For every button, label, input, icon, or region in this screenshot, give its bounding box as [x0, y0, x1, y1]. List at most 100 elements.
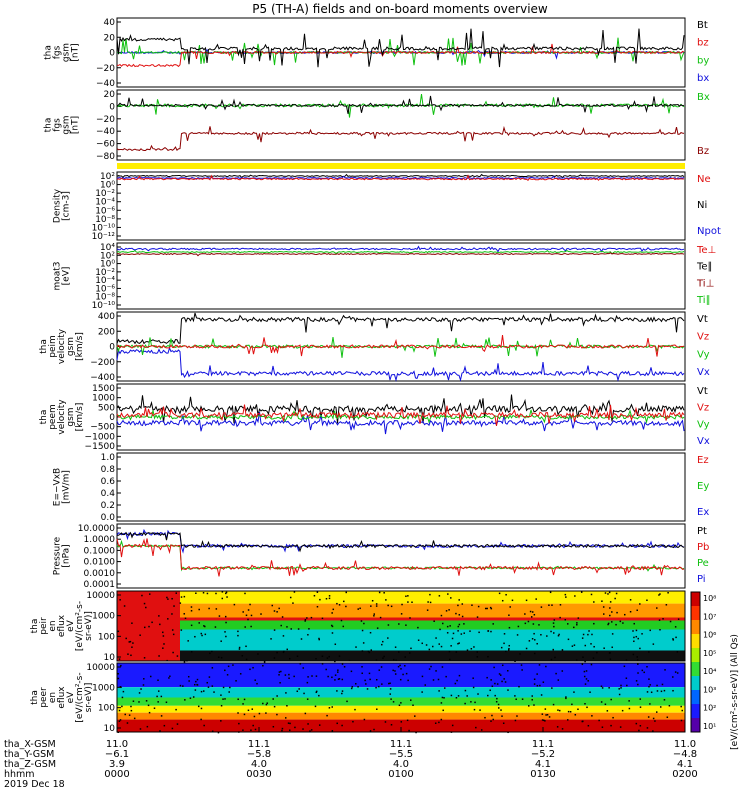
spectrogram-speckle — [643, 671, 645, 674]
spectrogram-speckle — [622, 622, 624, 624]
spectrogram-speckle — [515, 698, 517, 701]
spectrogram-speckle — [383, 655, 385, 658]
spectrogram-speckle — [237, 698, 239, 701]
spectrogram-speckle — [533, 613, 536, 616]
spectrogram-speckle — [566, 623, 569, 625]
spectrogram-speckle — [278, 671, 281, 673]
spectrogram-speckle — [238, 722, 240, 725]
spectrogram-speckle — [458, 623, 461, 626]
y-axis-label: [km/s] — [75, 403, 85, 432]
spectrogram-speckle — [663, 689, 666, 692]
spectrogram-speckle — [573, 691, 575, 693]
spectrogram-speckle — [250, 625, 252, 628]
spectrogram-speckle — [252, 666, 254, 669]
spectrogram-speckle — [616, 611, 618, 614]
spectrogram-speckle — [559, 604, 562, 606]
spectrogram-speckle — [533, 678, 536, 681]
spectrogram-speckle — [659, 593, 661, 595]
y-tick-label: −200 — [90, 358, 115, 368]
spectrogram-speckle — [628, 700, 630, 702]
legend-pt: Pt — [697, 526, 707, 537]
y-axis-label: [eV] — [62, 267, 72, 286]
y-tick-label: 10.0000 — [78, 524, 115, 534]
spectrogram-speckle — [566, 719, 569, 721]
spectrogram-speckle — [378, 669, 381, 671]
legend-pb: Pb — [697, 542, 709, 553]
spectrogram-speckle — [426, 609, 429, 611]
spectrogram-speckle — [484, 716, 486, 719]
colorbar-segment — [691, 704, 700, 719]
spectrogram-speckle — [179, 602, 182, 604]
spectrogram-speckle — [142, 684, 145, 686]
spectrogram-speckle — [200, 707, 203, 710]
spectrogram-speckle — [629, 599, 632, 601]
x-tick-label: −4.8 — [673, 749, 697, 760]
spectrogram-speckle — [552, 622, 555, 624]
spectrogram-speckle — [119, 719, 122, 721]
y-tick-label: 10⁰ — [100, 181, 115, 191]
legend-vt: Vt — [697, 386, 708, 397]
spectrogram-speckle — [668, 704, 671, 707]
legend-bx: Bx — [697, 92, 710, 103]
y-axis-label: [nPa] — [62, 544, 72, 567]
spectrogram-speckle — [461, 603, 464, 605]
trace-vx-e — [116, 411, 685, 435]
spectrogram-speckle — [318, 724, 321, 726]
spectrogram-speckle — [544, 708, 547, 710]
spectrogram-speckle — [251, 708, 254, 710]
spectrogram-speckle — [490, 630, 492, 633]
spectrogram-speckle — [331, 676, 333, 679]
y-tick-label: −60 — [96, 140, 115, 150]
spectrogram-speckle — [315, 657, 317, 660]
spectrogram-speckle — [211, 685, 214, 687]
spectrogram-speckle — [176, 655, 179, 657]
spectrogram-speckle — [590, 663, 593, 666]
spectrogram-speckle — [342, 625, 345, 628]
spectrogram-speckle — [331, 612, 333, 614]
y-tick-label: 1000 — [92, 683, 115, 693]
spectrogram-speckle — [457, 695, 460, 697]
spectrogram-speckle — [273, 705, 276, 708]
legend-te⊥: Te⊥ — [696, 245, 716, 256]
spectrogram-speckle — [387, 624, 390, 626]
spectrogram-speckle — [610, 724, 612, 727]
spectrogram-speckle — [504, 681, 507, 683]
spectrogram-speckle — [503, 633, 506, 635]
spectrogram-speckle — [565, 596, 567, 598]
spectrogram-speckle — [505, 593, 507, 596]
y-tick-label: 40 — [104, 18, 116, 28]
spectrogram-speckle — [519, 653, 521, 655]
spectrogram-speckle — [486, 607, 488, 610]
spectrogram-speckle — [524, 622, 527, 625]
spectrogram-speckle — [262, 664, 264, 667]
spectrogram-speckle — [487, 655, 489, 658]
spectrogram-speckle — [120, 664, 122, 667]
spectrogram-speckle — [359, 607, 361, 610]
spectrogram-speckle — [242, 703, 244, 705]
spectrogram-speckle — [489, 689, 491, 692]
spectrogram-speckle — [491, 685, 494, 688]
spectrogram-speckle — [545, 665, 547, 668]
spectrogram-speckle — [603, 613, 605, 615]
x-row-label: tha_Z-GSM — [4, 759, 56, 770]
y-axis-label: peim — [48, 335, 58, 358]
spectrogram-speckle — [373, 728, 375, 731]
spectrogram-speckle — [247, 709, 250, 712]
spectrogram-speckle — [629, 610, 632, 613]
spectrogram-speckle — [536, 684, 539, 687]
spectrogram-speckle — [222, 686, 225, 689]
spectrogram-speckle — [674, 626, 677, 628]
y-axis-label: [nT] — [71, 43, 81, 61]
spectrogram-speckle — [157, 701, 159, 703]
trace-pi — [116, 528, 685, 554]
spectrogram-speckle — [609, 614, 611, 617]
spectrogram-speckle — [379, 616, 382, 619]
spectrogram-speckle — [163, 643, 165, 645]
spectrogram-speckle — [289, 729, 291, 732]
spectrogram-speckle — [407, 601, 409, 603]
y-tick-label: −400 — [90, 373, 115, 383]
spectrogram-speckle — [159, 623, 161, 626]
spectrogram-speckle — [376, 708, 378, 710]
spectrogram-speckle — [307, 676, 309, 678]
